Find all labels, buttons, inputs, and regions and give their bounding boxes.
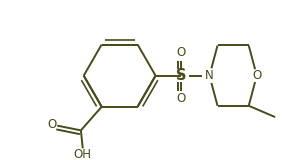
Text: OH: OH <box>74 148 92 160</box>
Text: O: O <box>47 118 56 131</box>
Text: O: O <box>176 92 186 105</box>
Text: N: N <box>205 69 214 82</box>
Text: O: O <box>252 69 261 82</box>
Text: O: O <box>176 46 186 60</box>
Text: S: S <box>176 68 186 83</box>
